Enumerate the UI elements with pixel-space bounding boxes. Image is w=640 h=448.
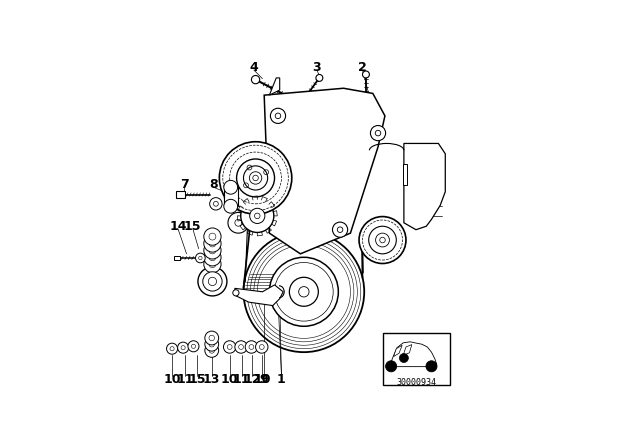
- Circle shape: [241, 199, 274, 233]
- Circle shape: [224, 199, 237, 213]
- Circle shape: [252, 76, 260, 84]
- Circle shape: [204, 235, 221, 252]
- Circle shape: [204, 242, 221, 259]
- Circle shape: [371, 125, 386, 141]
- Circle shape: [204, 249, 221, 266]
- Circle shape: [204, 255, 221, 273]
- Text: 15: 15: [188, 373, 205, 386]
- Circle shape: [289, 277, 318, 306]
- Circle shape: [228, 212, 249, 233]
- Circle shape: [270, 108, 285, 124]
- Text: 15: 15: [184, 220, 202, 233]
- Text: 4: 4: [250, 61, 258, 74]
- Bar: [383, 333, 451, 385]
- Polygon shape: [264, 88, 385, 254]
- Circle shape: [243, 166, 268, 190]
- Polygon shape: [404, 143, 445, 230]
- Text: 30000934: 30000934: [397, 379, 436, 388]
- Circle shape: [235, 341, 247, 353]
- Circle shape: [203, 272, 222, 291]
- Text: 3: 3: [313, 61, 321, 74]
- Circle shape: [386, 361, 397, 372]
- Circle shape: [316, 74, 323, 82]
- Circle shape: [426, 361, 437, 372]
- Circle shape: [205, 331, 219, 345]
- Polygon shape: [394, 345, 402, 357]
- Text: 2: 2: [358, 61, 367, 74]
- Text: 10: 10: [221, 373, 239, 386]
- Text: 12: 12: [243, 373, 261, 386]
- Circle shape: [196, 253, 205, 263]
- Text: 11: 11: [233, 373, 250, 386]
- Circle shape: [369, 226, 396, 254]
- Polygon shape: [403, 164, 407, 185]
- Text: 9: 9: [260, 373, 269, 386]
- Circle shape: [243, 232, 364, 352]
- Text: 10: 10: [163, 373, 181, 386]
- Text: 1: 1: [277, 373, 286, 386]
- Circle shape: [255, 341, 268, 353]
- Circle shape: [210, 198, 222, 210]
- Text: 11: 11: [176, 373, 193, 386]
- Circle shape: [333, 222, 348, 237]
- Text: 6: 6: [222, 192, 230, 205]
- Circle shape: [362, 71, 369, 78]
- Text: 13: 13: [203, 373, 220, 386]
- Text: 7: 7: [180, 178, 189, 191]
- Circle shape: [237, 159, 275, 197]
- Text: 10: 10: [253, 373, 271, 386]
- Circle shape: [224, 181, 237, 194]
- Text: 14: 14: [169, 220, 187, 233]
- Polygon shape: [403, 345, 412, 355]
- Circle shape: [359, 216, 406, 263]
- Circle shape: [204, 228, 221, 245]
- Circle shape: [399, 353, 408, 362]
- Text: 5: 5: [239, 178, 248, 191]
- Circle shape: [233, 290, 239, 296]
- Text: 8: 8: [209, 178, 218, 191]
- Circle shape: [269, 257, 339, 326]
- Circle shape: [220, 142, 292, 214]
- Circle shape: [205, 337, 219, 351]
- Polygon shape: [235, 285, 283, 306]
- Bar: [224, 187, 237, 206]
- Text: D: D: [367, 224, 377, 237]
- Circle shape: [188, 341, 199, 352]
- Circle shape: [376, 233, 389, 247]
- Circle shape: [245, 341, 258, 353]
- Circle shape: [166, 343, 177, 354]
- Circle shape: [205, 344, 219, 358]
- Bar: [175, 256, 180, 260]
- Circle shape: [223, 341, 236, 353]
- Circle shape: [198, 267, 227, 296]
- Circle shape: [177, 342, 189, 353]
- Bar: [176, 191, 185, 198]
- Polygon shape: [386, 342, 436, 366]
- Polygon shape: [269, 78, 280, 95]
- Circle shape: [250, 208, 265, 224]
